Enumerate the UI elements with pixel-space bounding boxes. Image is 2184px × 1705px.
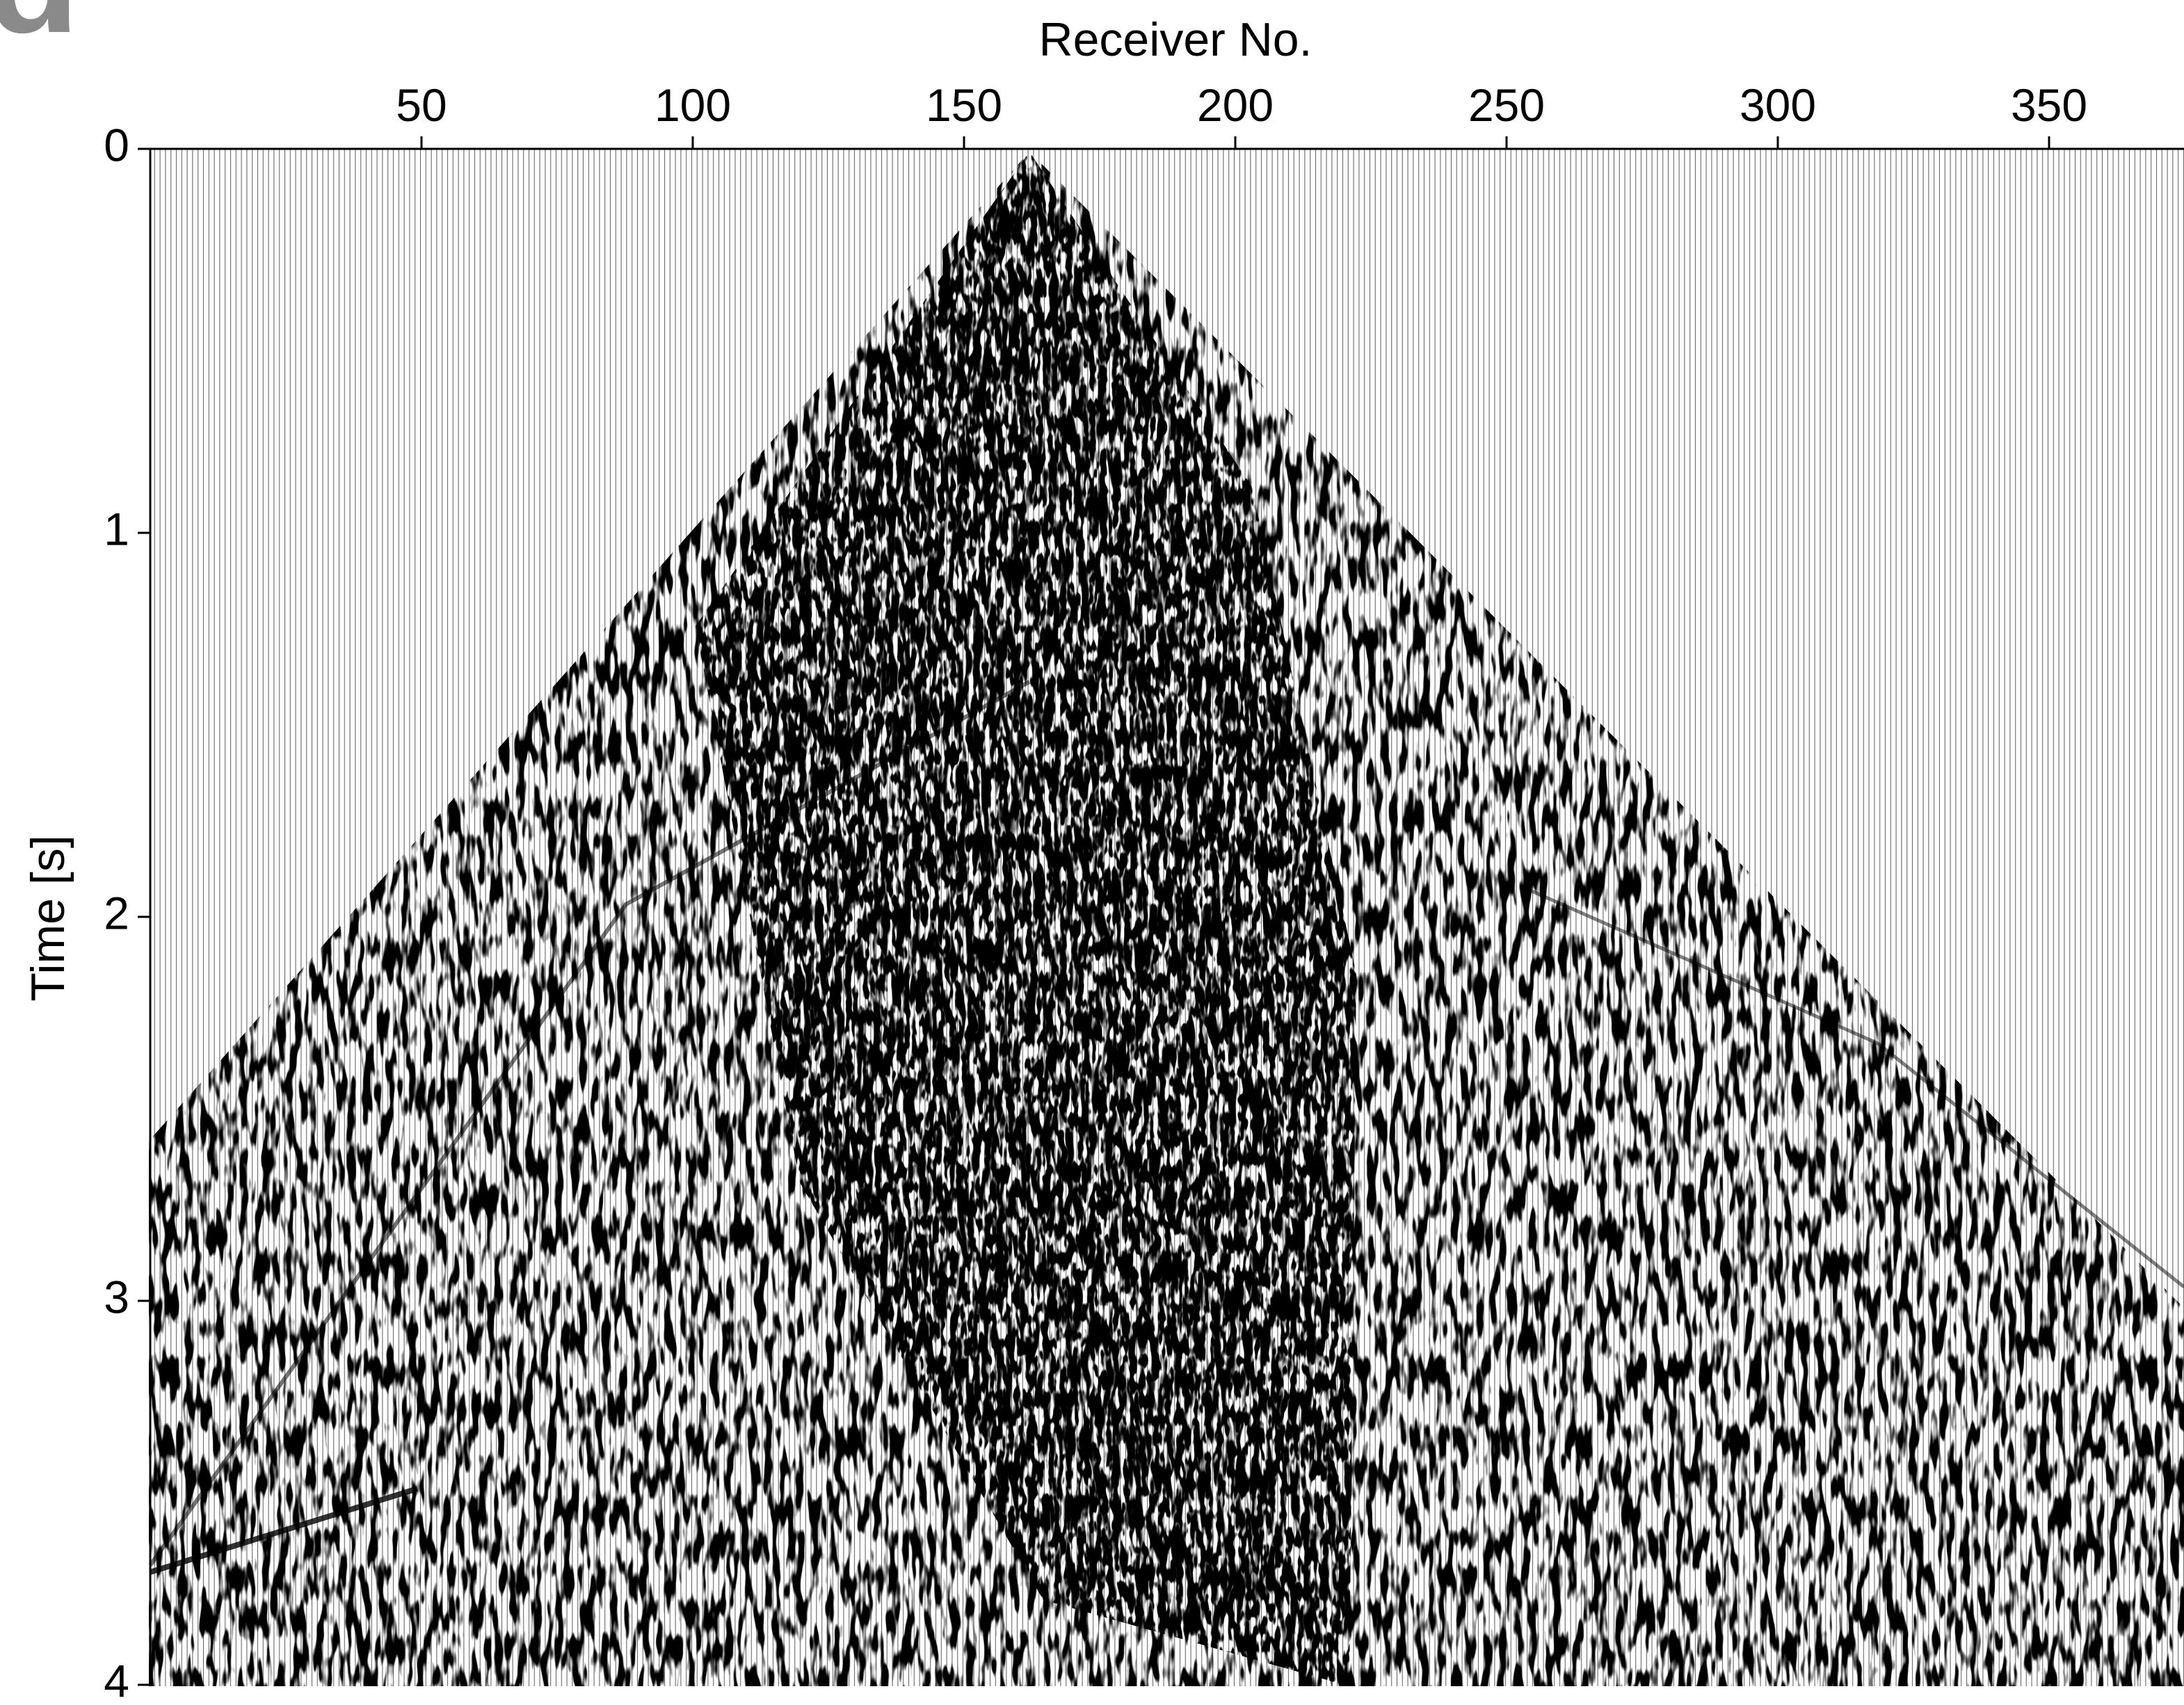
x-axis-label: Receiver No. xyxy=(1038,13,1312,66)
event-streak xyxy=(1529,888,2184,1288)
x-tick-label: 300 xyxy=(1740,79,1816,131)
x-tick-label: 50 xyxy=(396,79,447,131)
y-tick-label: 2 xyxy=(104,887,129,938)
y-tick-label: 4 xyxy=(104,1655,129,1705)
energy-core xyxy=(696,152,1356,1686)
panel-label: d xyxy=(0,0,79,65)
x-tick-label: 200 xyxy=(1197,79,1274,131)
x-tick-label: 350 xyxy=(2011,79,2087,131)
event-streak xyxy=(148,680,1031,1567)
x-tick-label: 150 xyxy=(926,79,1002,131)
plot-area xyxy=(148,149,2184,1686)
x-tick-label: 100 xyxy=(655,79,731,131)
x-tick-label: 250 xyxy=(1468,79,1545,131)
y-tick-label: 1 xyxy=(104,503,129,554)
y-tick-label: 0 xyxy=(104,119,129,170)
y-tick-label: 3 xyxy=(104,1271,129,1322)
event-streak xyxy=(149,1486,419,1575)
y-axis-label: Time [s] xyxy=(22,835,74,1001)
